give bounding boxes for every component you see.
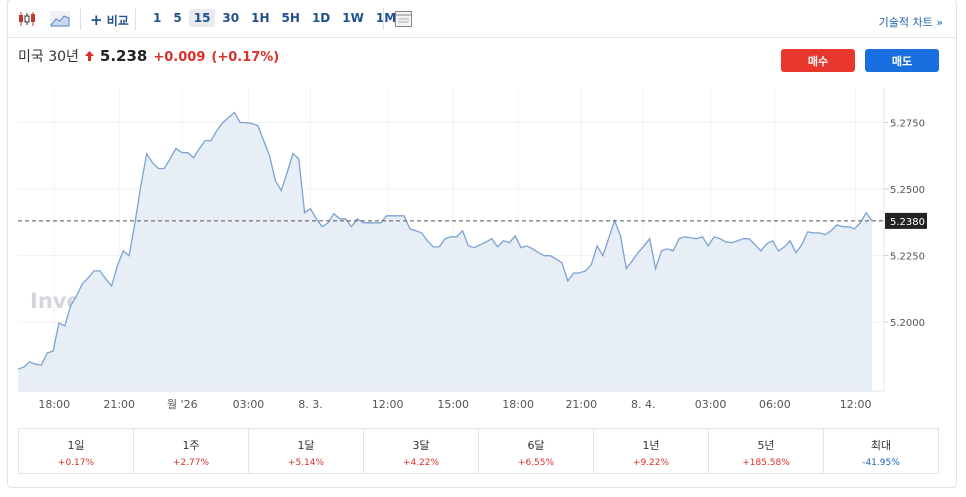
- period-label: 1일: [67, 439, 85, 452]
- period-label: 1주: [182, 439, 200, 452]
- candle-icon[interactable]: [18, 11, 36, 27]
- area-fill: [18, 112, 872, 391]
- toolbar: + 비교 1 5 15 30 1H 5H 1D 1W 1M 기술적 차트 »: [8, 0, 957, 38]
- technical-chart-link[interactable]: 기술적 차트 »: [878, 16, 943, 29]
- buy-button[interactable]: 매수: [781, 49, 855, 72]
- interval-button[interactable]: 1H: [251, 11, 270, 25]
- period-change: +2.77%: [172, 458, 210, 468]
- period-change: +6.55%: [517, 458, 555, 468]
- up-arrow: [84, 51, 94, 61]
- period-label: 1달: [297, 439, 315, 452]
- interval-button[interactable]: 1W: [342, 11, 364, 25]
- current-price-tag: [885, 212, 927, 229]
- period-change: +0.17%: [57, 458, 95, 468]
- period-label: 6달: [527, 439, 545, 452]
- performance-cell[interactable]: 1일 +0.17%: [19, 429, 134, 473]
- x-tick-label: 8. 3.: [298, 398, 323, 411]
- period-label: 3달: [412, 439, 430, 452]
- x-tick-label: 12:00: [372, 398, 404, 411]
- period-change: +185.58%: [742, 458, 790, 468]
- period-label: 1년: [642, 439, 660, 452]
- interval-list: 1 5 15 30 1H 5H 1D 1W 1M: [148, 9, 401, 27]
- period-label: 5년: [757, 439, 775, 452]
- quote: 미국 30년 5.238 +0.009 (+0.17%): [18, 46, 279, 66]
- performance-cell[interactable]: 1달 +5.14%: [249, 429, 364, 473]
- performance-cell[interactable]: 1주 +2.77%: [134, 429, 249, 473]
- performance-cell[interactable]: 5년 +185.58%: [709, 429, 824, 473]
- interval-button[interactable]: 5H: [281, 11, 300, 25]
- change-percent: (+0.17%): [211, 50, 280, 65]
- y-tick-label: 5.2500: [890, 185, 925, 196]
- performance-table: 1일 +0.17% 1주 +2.77% 1달 +5.14% 3달 +4.22% 6달 +6.55%…: [18, 428, 939, 474]
- performance-cell[interactable]: 3달 +4.22%: [364, 429, 479, 473]
- period-change: -41.95%: [862, 458, 900, 468]
- x-tick-label: 18:00: [502, 398, 534, 411]
- separator: [80, 8, 81, 30]
- x-tick-label: 03:00: [233, 398, 265, 411]
- price-line: [17, 111, 873, 370]
- separator: [383, 8, 384, 30]
- y-tick-label: 5.2250: [890, 251, 925, 262]
- interval-button[interactable]: 5: [173, 11, 182, 25]
- period-change: +9.22%: [632, 458, 670, 468]
- price: 5.238: [99, 47, 148, 65]
- interval-button[interactable]: 1: [153, 11, 162, 25]
- x-tick-label: 18:00: [38, 398, 70, 411]
- x-tick-label: 06:00: [759, 398, 791, 411]
- y-tick-label: 5.2000: [890, 318, 925, 329]
- x-tick-label: 21:00: [565, 398, 597, 411]
- interval-button[interactable]: 30: [222, 11, 240, 25]
- change: +0.009: [153, 50, 206, 65]
- period-label: 최대: [870, 439, 892, 452]
- interval-button[interactable]: 15: [188, 9, 216, 27]
- performance-cell[interactable]: 1년 +9.22%: [594, 429, 709, 473]
- interval-button[interactable]: 1D: [311, 11, 331, 25]
- performance-cell[interactable]: 최대 -41.95%: [824, 429, 938, 473]
- interval-button[interactable]: 1M: [375, 11, 397, 25]
- x-tick-label: 12:00: [840, 398, 872, 411]
- sell-button[interactable]: 매도: [865, 49, 939, 72]
- compare-label: 비교: [106, 14, 129, 28]
- y-tick-label: 5.2750: [890, 119, 925, 130]
- area-icon[interactable]: [50, 11, 70, 27]
- instrument-name: 미국 30년: [18, 49, 79, 65]
- performance-cell[interactable]: 6달 +6.55%: [479, 429, 594, 473]
- x-tick-label: 월 '26: [167, 398, 198, 411]
- compare-button[interactable]: + 비교: [90, 11, 129, 29]
- x-tick-label: 21:00: [103, 398, 135, 411]
- separator: [135, 8, 136, 30]
- x-tick-label: 03:00: [695, 398, 727, 411]
- x-tick-label: 15:00: [437, 398, 469, 411]
- current-price-label: 5.2380: [890, 217, 925, 228]
- period-change: +4.22%: [402, 458, 440, 468]
- x-tick-label: 8. 4.: [631, 398, 656, 411]
- table-icon[interactable]: [395, 11, 412, 27]
- widget-frame: [7, 0, 957, 488]
- period-change: +5.14%: [287, 458, 325, 468]
